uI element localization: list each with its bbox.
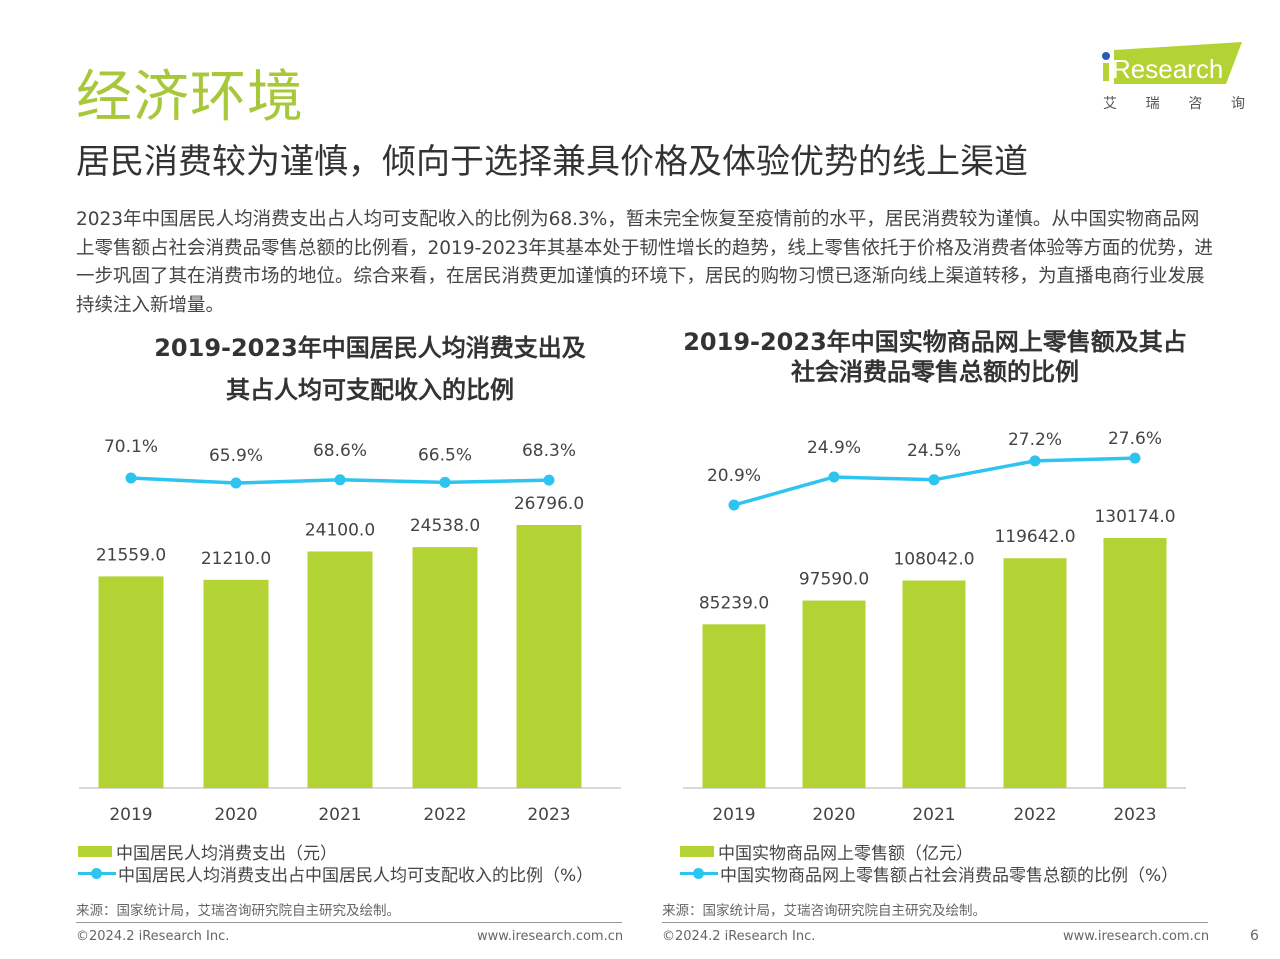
divider [662, 922, 1208, 923]
bar [802, 600, 866, 788]
chart1-legend: 中国居民人均消费支出（元） 中国居民人均消费支出占中国居民人均可支配收入的比例（… [78, 840, 594, 886]
chart1-source: 来源：国家统计局，艾瑞咨询研究院自主研究及绘制。 [76, 903, 400, 919]
logo-char: 咨 [1188, 96, 1203, 112]
bar-swatch [78, 845, 112, 857]
bar-label: 24100.0 [305, 520, 375, 540]
line-point [928, 474, 940, 486]
logo-chinese: 艾 瑞 咨 询 [1103, 93, 1245, 113]
line-label: 66.5% [418, 445, 472, 465]
line-point [1029, 455, 1041, 467]
x-tick-label: 2019 [109, 805, 152, 825]
website-link[interactable]: www.iresearch.com.cn [1063, 929, 1210, 944]
x-tick-label: 2021 [912, 805, 955, 825]
chart2-legend: 中国实物商品网上零售额（亿元） 中国实物商品网上零售额占社会消费品零售总额的比例… [680, 840, 1179, 886]
line-point [439, 476, 451, 488]
line-label: 24.5% [907, 441, 961, 461]
line-point [1129, 452, 1141, 464]
bar-label: 85239.0 [699, 593, 769, 613]
bar [412, 547, 478, 788]
line-point [828, 471, 840, 483]
line-label: 24.9% [807, 438, 861, 458]
x-tick-label: 2020 [214, 805, 257, 825]
bar-label: 21210.0 [201, 549, 271, 569]
bar [307, 551, 373, 788]
line-point [334, 474, 346, 486]
line-swatch [78, 867, 116, 879]
x-tick-label: 2021 [318, 805, 361, 825]
bar-label: 21559.0 [96, 545, 166, 565]
chart2-title-line2: 社会消费品零售总额的比例 [791, 358, 1079, 386]
bar [702, 624, 766, 788]
bar-label: 97590.0 [799, 570, 869, 590]
line-point [125, 472, 137, 484]
divider [76, 922, 622, 923]
line-point [543, 474, 555, 486]
line-point [230, 477, 242, 489]
bar [902, 580, 966, 788]
x-tick-label: 2020 [812, 805, 855, 825]
chart2-source: 来源：国家统计局，艾瑞咨询研究院自主研究及绘制。 [662, 903, 986, 919]
bar [516, 525, 582, 788]
bar-label: 26796.0 [514, 494, 584, 514]
intro-paragraph: 2023年中国居民人均消费支出占人均可支配收入的比例为68.3%，暂未完全恢复至… [76, 209, 1213, 316]
bar-label: 24538.0 [410, 516, 480, 536]
page-subtitle: 居民消费较为谨慎，倾向于选择兼具价格及体验优势的线上渠道 [76, 142, 1028, 182]
line-label: 27.2% [1008, 430, 1062, 450]
chart1-title-line2: 其占人均可支配收入的比例 [226, 376, 514, 404]
bar-label: 130174.0 [1094, 507, 1175, 527]
bar-swatch [680, 845, 714, 857]
x-tick-label: 2022 [423, 805, 466, 825]
line-label: 68.3% [522, 441, 576, 461]
legend-label: 中国居民人均消费支出占中国居民人均可支配收入的比例（%） [118, 865, 594, 886]
bar [203, 579, 269, 788]
line-label: 65.9% [209, 446, 263, 466]
bar-label: 119642.0 [994, 527, 1075, 547]
page-title: 经济环境 [76, 65, 304, 130]
chart1-title-line1: 2019-2023年中国居民人均消费支出及 [154, 334, 586, 362]
x-tick-label: 2019 [712, 805, 755, 825]
page-number: 6 [1250, 928, 1259, 944]
svg-text:Research: Research [1112, 54, 1223, 84]
logo-char: 艾 [1103, 96, 1117, 112]
line-label: 20.9% [707, 466, 761, 486]
copyright: ©2024.2 iResearch Inc. [76, 929, 230, 944]
bar-label: 108042.0 [893, 550, 974, 570]
legend-label: 中国实物商品网上零售额（亿元） [718, 843, 973, 864]
legend-label: 中国居民人均消费支出（元） [116, 843, 337, 864]
line-label: 27.6% [1108, 429, 1162, 449]
line-label: 70.1% [104, 437, 158, 457]
bar [1003, 558, 1067, 788]
logo-char: 瑞 [1145, 96, 1160, 112]
bar [1103, 538, 1167, 788]
x-tick-label: 2023 [1113, 805, 1156, 825]
copyright: ©2024.2 iResearch Inc. [662, 929, 816, 944]
logo-char: 询 [1230, 96, 1245, 112]
line-point [728, 499, 740, 511]
chart1-title: 2019-2023年中国居民人均消费支出及 其占人均可支配收入的比例 [120, 327, 620, 411]
line-swatch [680, 867, 718, 879]
legend-label: 中国实物商品网上零售额占社会消费品零售总额的比例（%） [720, 865, 1179, 886]
website-link[interactable]: www.iresearch.com.cn [477, 929, 624, 944]
chart2-title: 2019-2023年中国实物商品网上零售额及其占 社会消费品零售总额的比例 [660, 327, 1210, 387]
x-tick-label: 2022 [1013, 805, 1056, 825]
bar [98, 576, 164, 788]
x-tick-label: 2023 [527, 805, 570, 825]
line-label: 68.6% [313, 441, 367, 461]
iresearch-logo: Research [1102, 42, 1242, 84]
chart2-title-line1: 2019-2023年中国实物商品网上零售额及其占 [683, 328, 1187, 356]
